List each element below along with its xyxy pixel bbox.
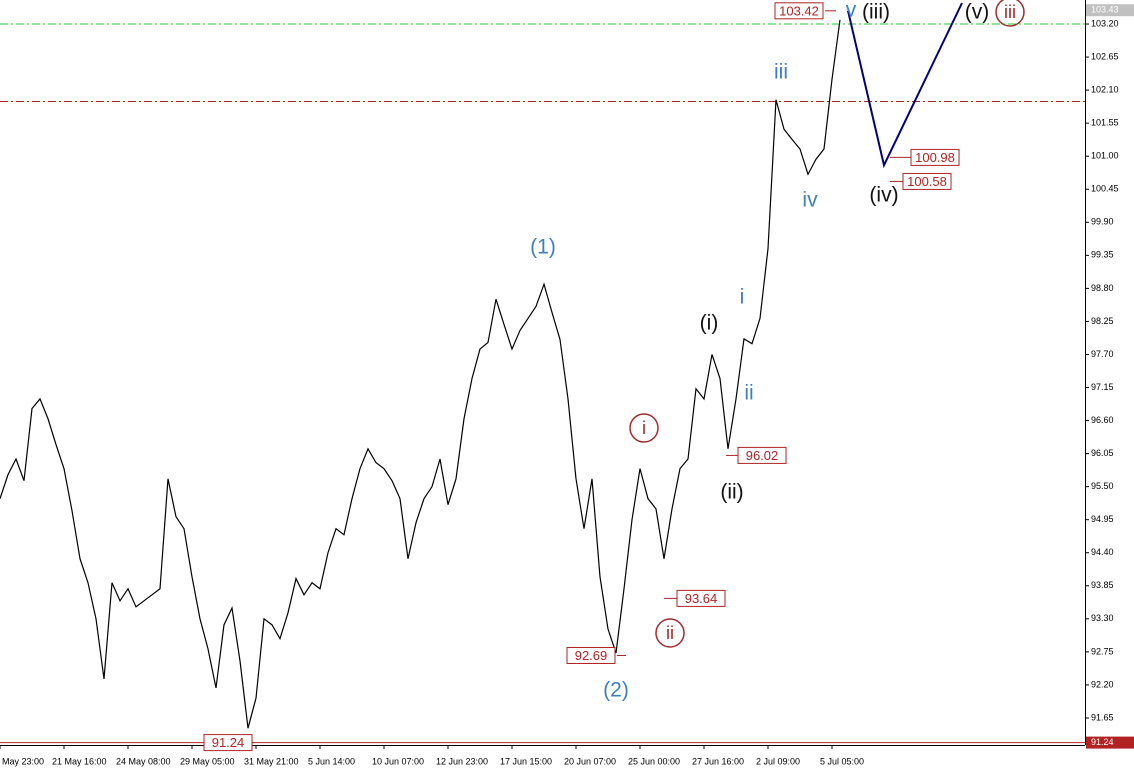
y-tick-label: 100.45 [1091, 184, 1119, 194]
price-label: 92.69 [575, 648, 608, 663]
price-label-box [203, 734, 253, 752]
y-tick-label: 92.75 [1091, 646, 1114, 656]
price-label: 100.98 [915, 150, 955, 165]
price-label: 96.02 [746, 448, 779, 463]
wave-label: iii [774, 61, 788, 84]
y-tick-label: 98.80 [1091, 283, 1114, 293]
y-tick-label: 97.15 [1091, 382, 1114, 392]
y-tick-label: 93.30 [1091, 613, 1114, 623]
y-tick-label: 102.65 [1091, 51, 1119, 61]
y-tick-label: 96.05 [1091, 448, 1114, 458]
y-tick-label: 94.95 [1091, 514, 1114, 524]
wave-circle [629, 413, 659, 443]
wave-label: v [846, 0, 857, 22]
x-tick-label: 29 May 05:00 [180, 756, 235, 766]
x-tick-label: 20 Jun 07:00 [564, 756, 616, 766]
wave-label: (i) [700, 312, 719, 335]
y-tick-label: 92.20 [1091, 679, 1114, 689]
wave-label: iii [1004, 2, 1016, 22]
x-tick-label: 10 Jun 07:00 [372, 756, 424, 766]
price-label: 93.64 [685, 591, 718, 606]
wave-label: i [642, 418, 646, 438]
x-tick-label: 31 May 21:00 [244, 756, 299, 766]
low-tag-label: 91.24 [1091, 737, 1114, 747]
price-label-box [737, 446, 787, 464]
price-label-box [566, 646, 616, 664]
y-tick-label: 101.00 [1091, 151, 1119, 161]
y-tick-label: 99.35 [1091, 250, 1114, 260]
last-price-label: 103.43 [1091, 5, 1119, 15]
y-tick-label: 96.60 [1091, 415, 1114, 425]
price-label-box [910, 148, 960, 166]
y-tick-label: 93.85 [1091, 580, 1114, 590]
wave-label: (v) [965, 1, 990, 24]
y-tick-label: 97.70 [1091, 349, 1114, 359]
price-label: 100.58 [907, 174, 947, 189]
wave-label: (iv) [869, 184, 898, 207]
x-tick-label: 2 Jul 09:00 [756, 756, 800, 766]
x-tick-label: 5 Jun 14:00 [308, 756, 355, 766]
wave-label: ii [744, 382, 753, 405]
last-price-tag [1086, 4, 1134, 17]
price-line [0, 19, 841, 729]
x-tick-label: 21 May 16:00 [52, 756, 107, 766]
price-label-box [774, 2, 824, 20]
x-tick-label: 5 Jul 05:00 [820, 756, 864, 766]
x-tick-label: 24 May 08:00 [116, 756, 171, 766]
y-tick-label: 99.90 [1091, 217, 1114, 227]
x-tick-label: 25 Jun 00:00 [628, 756, 680, 766]
wave-label: (ii) [720, 481, 743, 504]
wave-label: (1) [530, 236, 556, 259]
y-tick-label: 102.10 [1091, 84, 1119, 94]
y-tick-label: 91.65 [1091, 712, 1114, 722]
wave-label: (iii) [862, 1, 890, 24]
price-label: 103.42 [779, 3, 819, 18]
projection-line [847, 2, 963, 169]
y-tick-label: 101.55 [1091, 118, 1119, 128]
wave-label: (2) [603, 679, 629, 702]
wave-label: ii [666, 623, 674, 643]
y-tick-label: 95.50 [1091, 481, 1114, 491]
x-tick-label: 17 Jun 15:00 [500, 756, 552, 766]
x-tick-label: 12 Jun 23:00 [436, 756, 488, 766]
y-tick-label: 103.20 [1091, 18, 1119, 28]
x-tick-label: 27 Jun 16:00 [692, 756, 744, 766]
wave-label: i [740, 286, 745, 309]
x-tick-label: May 23:00 [2, 756, 44, 766]
y-tick-label: 94.40 [1091, 547, 1114, 557]
wave-label: iv [802, 189, 818, 212]
wave-circle [655, 618, 685, 648]
price-label: 91.24 [212, 735, 245, 750]
price-label-box [902, 172, 952, 190]
low-tag [1086, 736, 1134, 749]
wave-circle [995, 0, 1025, 27]
y-tick-label: 98.25 [1091, 316, 1114, 326]
price-label-box [676, 589, 726, 607]
